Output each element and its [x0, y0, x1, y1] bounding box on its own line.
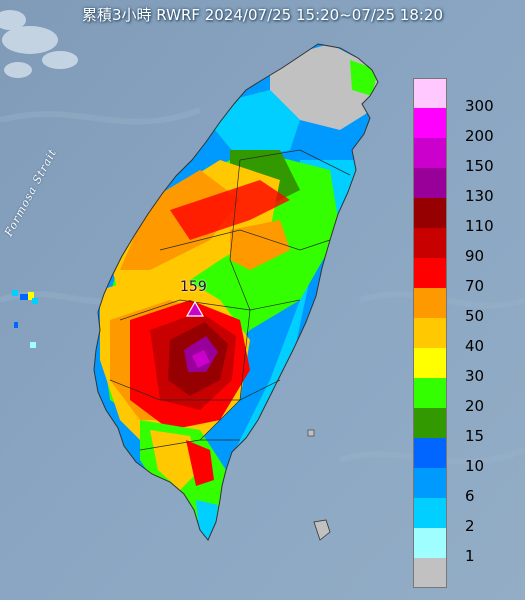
legend-label: 15: [465, 427, 485, 445]
legend-label: 90: [465, 247, 485, 265]
legend-label: 40: [465, 337, 485, 355]
legend-swatch: [413, 138, 447, 168]
legend-swatch: [413, 318, 447, 348]
legend-swatch: [413, 408, 447, 438]
legend-label: 50: [465, 307, 485, 325]
legend-label: 110: [465, 217, 494, 235]
legend-label: 10: [465, 457, 485, 475]
legend-label: 20: [465, 397, 485, 415]
legend-swatch: [413, 228, 447, 258]
legend-label: 70: [465, 277, 485, 295]
legend-label: 2: [465, 517, 475, 535]
county-borders: [109, 149, 351, 451]
green-island: [307, 429, 315, 437]
legend-swatch: [413, 498, 447, 528]
legend-swatch: [413, 348, 447, 378]
max-rainfall-triangle-icon: [185, 300, 205, 317]
legend-swatch: [413, 438, 447, 468]
legend-swatch: [413, 168, 447, 198]
offshore-echoes: [12, 290, 38, 348]
legend-label: 150: [465, 157, 494, 175]
legend-swatch: [413, 258, 447, 288]
legend-swatch: [413, 468, 447, 498]
cloud-patches: [0, 10, 78, 78]
legend-swatch: [413, 378, 447, 408]
legend-swatch: [413, 78, 447, 108]
coastline: [93, 43, 379, 541]
map-title: 累積3小時 RWRF 2024/07/25 15:20~07/25 18:20: [81, 6, 444, 24]
legend-swatch: [413, 198, 447, 228]
legend-label: 6: [465, 487, 475, 505]
legend-label: 200: [465, 127, 494, 145]
sea-texture: [0, 107, 525, 465]
max-rainfall-value: 159: [180, 279, 207, 295]
orchid-island: [313, 519, 331, 541]
legend-swatch: [413, 108, 447, 138]
legend-swatch: [413, 288, 447, 318]
legend-label: 300: [465, 97, 494, 115]
legend-label: 30: [465, 367, 485, 385]
legend-label: 1: [465, 547, 475, 565]
legend-swatch: [413, 528, 447, 558]
legend-swatch: [413, 558, 447, 588]
legend-label: 130: [465, 187, 494, 205]
